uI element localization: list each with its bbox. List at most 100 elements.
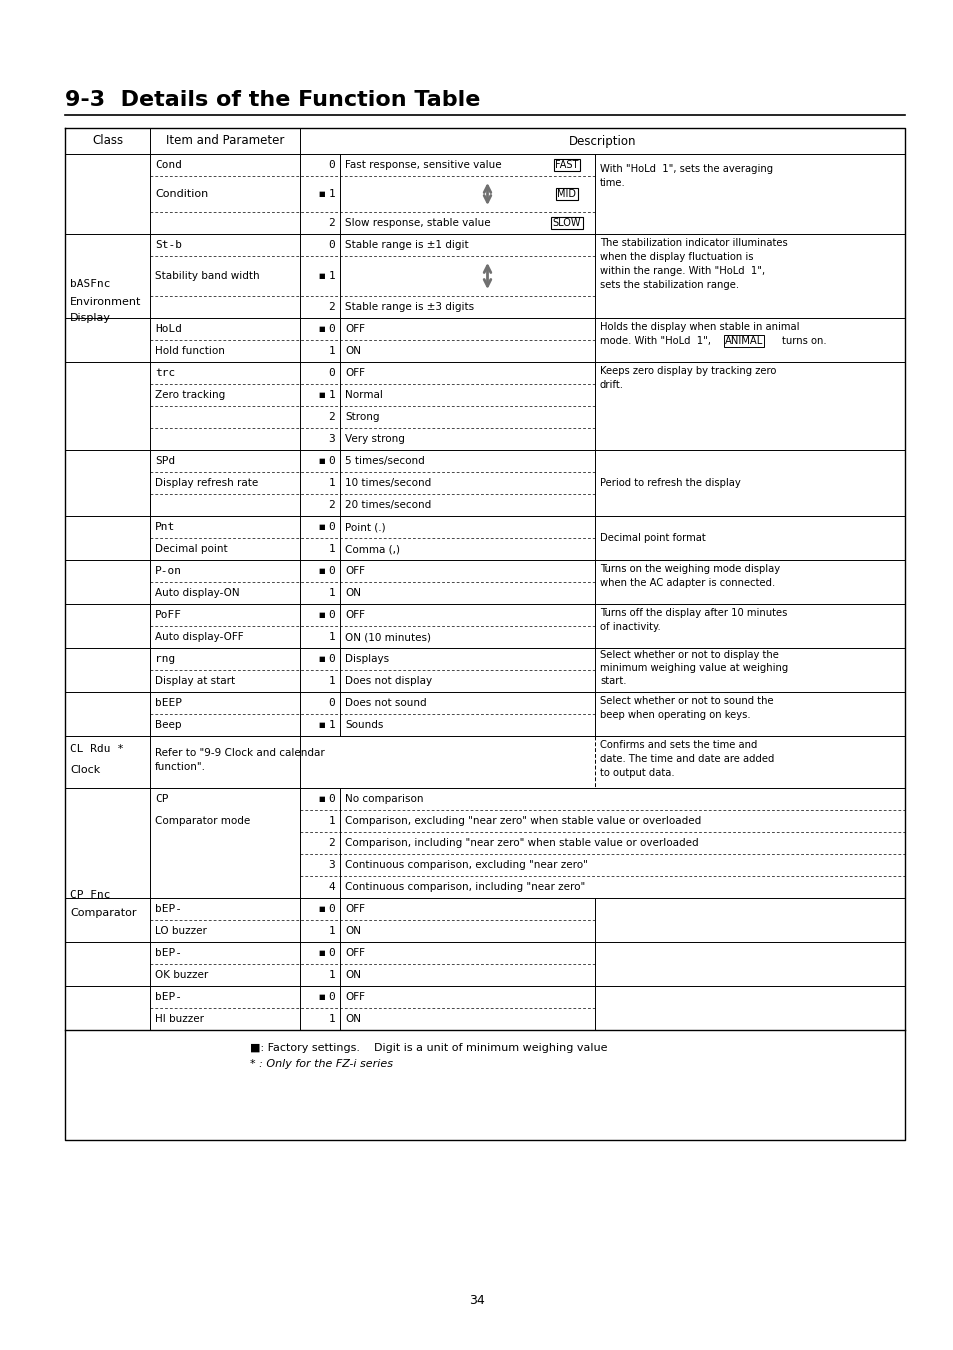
- Text: Class: Class: [91, 135, 123, 147]
- Text: Decimal point: Decimal point: [154, 544, 228, 554]
- Text: * : Only for the FZ-i series: * : Only for the FZ-i series: [250, 1058, 393, 1069]
- Text: of inactivity.: of inactivity.: [599, 622, 660, 632]
- Text: 0: 0: [328, 992, 335, 1002]
- Text: Select whether or not to display the: Select whether or not to display the: [599, 649, 778, 660]
- Text: Comparator: Comparator: [70, 909, 136, 918]
- Text: date. The time and date are added: date. The time and date are added: [599, 755, 774, 764]
- Text: Continuous comparison, excluding "near zero": Continuous comparison, excluding "near z…: [345, 860, 587, 869]
- Text: MID: MID: [557, 189, 576, 198]
- Text: time.: time.: [599, 178, 625, 188]
- Text: Displays: Displays: [345, 653, 389, 664]
- Text: Confirms and sets the time and: Confirms and sets the time and: [599, 740, 757, 751]
- Text: Cond: Cond: [154, 161, 182, 170]
- Text: ON: ON: [345, 1014, 360, 1025]
- Text: HI buzzer: HI buzzer: [154, 1014, 204, 1025]
- Text: 0: 0: [328, 566, 335, 576]
- Text: Very strong: Very strong: [345, 433, 404, 444]
- Text: 0: 0: [328, 653, 335, 664]
- Text: 1: 1: [328, 390, 335, 400]
- Text: Refer to "9-9 Clock and calendar: Refer to "9-9 Clock and calendar: [154, 748, 324, 757]
- Text: Clock: Clock: [70, 765, 100, 775]
- Text: to output data.: to output data.: [599, 768, 674, 778]
- Text: ■: ■: [318, 392, 325, 398]
- Text: ON: ON: [345, 926, 360, 936]
- Text: 10 times/second: 10 times/second: [345, 478, 431, 487]
- Text: bASFnc: bASFnc: [70, 279, 111, 289]
- Text: 2: 2: [328, 217, 335, 228]
- Text: 0: 0: [328, 456, 335, 466]
- Text: 0: 0: [328, 369, 335, 378]
- Text: Keeps zero display by tracking zero: Keeps zero display by tracking zero: [599, 366, 776, 377]
- Text: CP: CP: [154, 794, 169, 805]
- Text: Select whether or not to sound the: Select whether or not to sound the: [599, 697, 773, 706]
- Text: OFF: OFF: [345, 369, 365, 378]
- Text: 0: 0: [328, 794, 335, 805]
- Text: 1: 1: [328, 676, 335, 686]
- Text: ■: ■: [318, 950, 325, 956]
- Text: With "HoLd  1", sets the averaging: With "HoLd 1", sets the averaging: [599, 163, 772, 174]
- Text: Decimal point format: Decimal point format: [599, 533, 705, 543]
- Text: Slow response, stable value: Slow response, stable value: [345, 217, 490, 228]
- Text: Auto display-OFF: Auto display-OFF: [154, 632, 243, 643]
- Text: 0: 0: [328, 522, 335, 532]
- Text: OK buzzer: OK buzzer: [154, 971, 208, 980]
- Text: Stable range is ±1 digit: Stable range is ±1 digit: [345, 240, 468, 250]
- Text: Display at start: Display at start: [154, 676, 234, 686]
- Text: OFF: OFF: [345, 948, 365, 958]
- Text: 1: 1: [328, 815, 335, 826]
- Text: LO buzzer: LO buzzer: [154, 926, 207, 936]
- Text: Display refresh rate: Display refresh rate: [154, 478, 258, 487]
- Text: 34: 34: [469, 1293, 484, 1307]
- Text: 2: 2: [328, 412, 335, 423]
- Text: 9-3  Details of the Function Table: 9-3 Details of the Function Table: [65, 90, 480, 109]
- Text: Condition: Condition: [154, 189, 208, 198]
- Text: ■: ■: [318, 722, 325, 728]
- Text: HoLd: HoLd: [154, 324, 182, 333]
- Text: Sounds: Sounds: [345, 720, 383, 730]
- Text: PoFF: PoFF: [154, 610, 182, 620]
- Text: OFF: OFF: [345, 904, 365, 914]
- Text: 5 times/second: 5 times/second: [345, 456, 424, 466]
- Text: Stability band width: Stability band width: [154, 271, 259, 281]
- Text: ON: ON: [345, 971, 360, 980]
- Text: 0: 0: [328, 948, 335, 958]
- Text: ■: ■: [318, 612, 325, 618]
- Text: ON (10 minutes): ON (10 minutes): [345, 632, 431, 643]
- Text: 1: 1: [328, 478, 335, 487]
- Text: 1: 1: [328, 589, 335, 598]
- Text: Comparison, excluding "near zero" when stable value or overloaded: Comparison, excluding "near zero" when s…: [345, 815, 700, 826]
- Text: SPd: SPd: [154, 456, 175, 466]
- Text: OFF: OFF: [345, 324, 365, 333]
- Text: Comma (,): Comma (,): [345, 544, 399, 554]
- Text: P-on: P-on: [154, 566, 182, 576]
- Text: drift.: drift.: [599, 379, 623, 390]
- Text: 1: 1: [328, 971, 335, 980]
- Text: ON: ON: [345, 589, 360, 598]
- Text: SLOW: SLOW: [552, 217, 580, 228]
- Text: Turns off the display after 10 minutes: Turns off the display after 10 minutes: [599, 608, 786, 618]
- Text: Holds the display when stable in animal: Holds the display when stable in animal: [599, 323, 799, 332]
- Text: start.: start.: [599, 676, 626, 686]
- Text: Description: Description: [568, 135, 636, 147]
- Text: ■: ■: [318, 325, 325, 332]
- Text: ■: ■: [318, 656, 325, 662]
- Text: Period to refresh the display: Period to refresh the display: [599, 478, 740, 487]
- Text: FAST: FAST: [555, 161, 578, 170]
- Text: 0: 0: [328, 610, 335, 620]
- Text: ■: ■: [318, 458, 325, 464]
- Text: Continuous comparison, including "near zero": Continuous comparison, including "near z…: [345, 882, 584, 892]
- Text: mode. With "HoLd  1",: mode. With "HoLd 1",: [599, 336, 710, 346]
- Text: 1: 1: [328, 271, 335, 281]
- Text: 0: 0: [328, 240, 335, 250]
- Text: Comparison, including "near zero" when stable value or overloaded: Comparison, including "near zero" when s…: [345, 838, 698, 848]
- Text: rng: rng: [154, 653, 175, 664]
- Text: 1: 1: [328, 189, 335, 198]
- Text: Comparator mode: Comparator mode: [154, 815, 250, 826]
- Text: 1: 1: [328, 544, 335, 554]
- Text: Stable range is ±3 digits: Stable range is ±3 digits: [345, 302, 474, 312]
- Text: The stabilization indicator illuminates: The stabilization indicator illuminates: [599, 238, 787, 248]
- Text: Beep: Beep: [154, 720, 181, 730]
- Text: OFF: OFF: [345, 610, 365, 620]
- Text: ANIMAL: ANIMAL: [724, 336, 762, 346]
- Text: 1: 1: [328, 720, 335, 730]
